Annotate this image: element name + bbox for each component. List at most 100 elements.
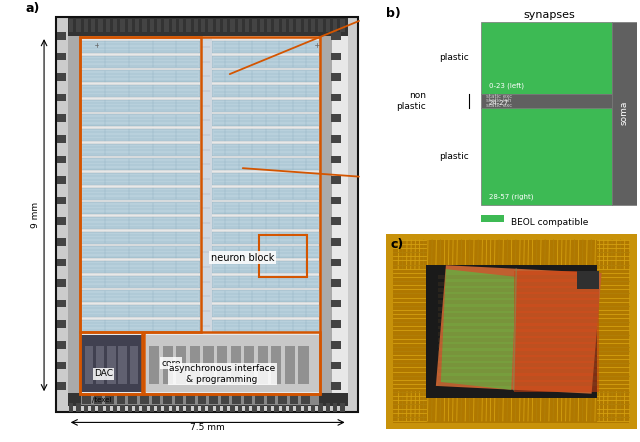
Bar xyxy=(332,197,340,205)
Bar xyxy=(157,403,161,412)
Text: 24-27: 24-27 xyxy=(488,100,509,107)
Bar xyxy=(56,362,66,370)
Bar xyxy=(216,19,220,32)
Bar xyxy=(81,37,201,332)
Bar xyxy=(296,403,301,412)
Bar xyxy=(81,129,200,141)
Text: 7.5 mm: 7.5 mm xyxy=(191,423,225,432)
Bar xyxy=(238,403,242,412)
Bar xyxy=(190,346,200,384)
Bar xyxy=(340,403,344,412)
Bar xyxy=(129,395,137,404)
Bar xyxy=(135,403,140,412)
Bar xyxy=(81,202,200,214)
Bar xyxy=(56,114,66,122)
Bar xyxy=(212,305,320,317)
Bar xyxy=(326,19,330,32)
Bar xyxy=(238,19,242,32)
Bar xyxy=(481,94,612,108)
Bar xyxy=(56,382,66,390)
Bar xyxy=(212,144,320,156)
Bar xyxy=(332,156,340,163)
Bar xyxy=(438,282,599,286)
Bar xyxy=(438,326,599,329)
Bar xyxy=(438,363,599,367)
Bar xyxy=(260,403,264,412)
Bar xyxy=(332,94,340,101)
Bar xyxy=(106,19,110,32)
Bar xyxy=(311,19,315,32)
Bar xyxy=(198,395,206,404)
Bar xyxy=(481,234,504,249)
Bar xyxy=(267,19,271,32)
Bar xyxy=(332,176,340,184)
Bar xyxy=(289,403,293,412)
Bar xyxy=(106,395,114,404)
Bar xyxy=(56,259,66,266)
Bar xyxy=(438,332,599,336)
Text: plastic: plastic xyxy=(439,152,468,160)
Text: 9 mm: 9 mm xyxy=(31,202,40,228)
Bar xyxy=(212,158,320,170)
Bar xyxy=(577,271,599,289)
Bar xyxy=(212,217,320,229)
Bar xyxy=(289,19,293,32)
Bar xyxy=(438,319,599,323)
Bar xyxy=(91,19,95,32)
Bar xyxy=(514,271,599,392)
Bar xyxy=(56,217,66,225)
Text: 28-57 (right): 28-57 (right) xyxy=(488,194,533,200)
Bar xyxy=(319,403,323,412)
Text: DAC: DAC xyxy=(94,370,113,378)
Bar xyxy=(201,19,205,32)
Text: 0-23 (left): 0-23 (left) xyxy=(488,82,524,88)
Bar xyxy=(81,41,200,53)
Bar xyxy=(68,393,348,405)
Text: a): a) xyxy=(26,2,40,15)
Bar xyxy=(81,246,200,258)
Bar xyxy=(77,19,81,32)
Bar xyxy=(481,108,612,205)
Bar xyxy=(163,346,173,384)
Bar xyxy=(143,403,147,412)
Bar xyxy=(117,395,125,404)
Text: b): b) xyxy=(386,7,401,19)
Bar xyxy=(56,197,66,205)
Bar xyxy=(81,114,200,126)
Text: core: core xyxy=(161,359,181,368)
Bar xyxy=(157,19,161,32)
Bar xyxy=(186,403,191,412)
Polygon shape xyxy=(436,265,602,394)
Bar xyxy=(209,395,218,404)
Bar xyxy=(81,38,320,394)
Bar xyxy=(56,156,66,163)
Bar xyxy=(83,395,91,404)
Bar xyxy=(255,395,264,404)
Bar xyxy=(217,346,227,384)
Bar xyxy=(332,114,340,122)
Bar xyxy=(223,403,227,412)
Text: static exc: static exc xyxy=(486,103,513,108)
Bar xyxy=(481,22,612,94)
Bar xyxy=(212,202,320,214)
Bar xyxy=(326,403,330,412)
Bar xyxy=(56,135,66,143)
Bar xyxy=(438,338,599,342)
Bar xyxy=(332,73,340,81)
Text: c): c) xyxy=(390,238,404,251)
Bar xyxy=(332,362,340,370)
Bar xyxy=(438,370,599,373)
Bar xyxy=(172,19,176,32)
Bar xyxy=(216,403,220,412)
Bar xyxy=(81,305,200,317)
Text: soma: soma xyxy=(620,101,628,126)
Bar xyxy=(212,129,320,141)
Bar xyxy=(99,403,102,412)
Bar xyxy=(333,403,337,412)
Bar xyxy=(438,351,599,354)
Bar xyxy=(200,38,212,332)
Bar xyxy=(319,19,323,32)
Bar xyxy=(106,403,110,412)
Bar xyxy=(212,41,320,53)
Bar xyxy=(81,290,200,302)
